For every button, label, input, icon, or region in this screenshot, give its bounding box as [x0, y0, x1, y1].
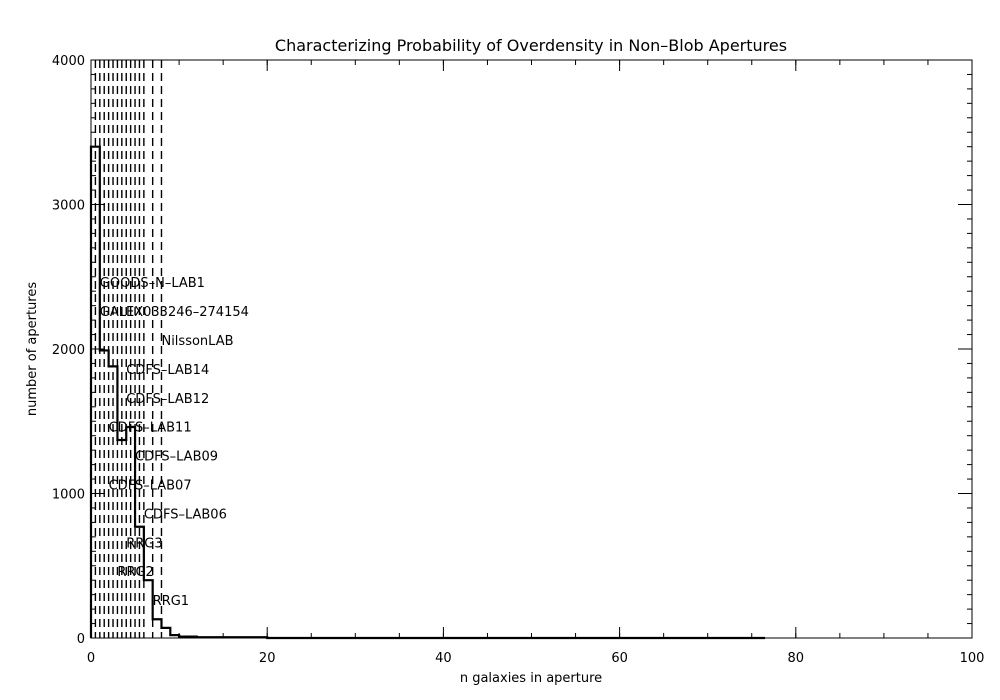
marker-label: GOODS–N–LAB1	[100, 276, 205, 291]
marker-lines	[94, 60, 163, 638]
y-tick-label: 1000	[52, 488, 85, 503]
y-tick-label: 4000	[52, 54, 85, 69]
marker-label: RRG2	[117, 565, 153, 580]
histogram-outline	[89, 145, 765, 640]
marker-label: CDFS–LAB09	[135, 450, 218, 465]
chart-title: Characterizing Probability of Overdensit…	[275, 36, 787, 55]
marker-label: CDFS–LAB06	[144, 507, 227, 522]
marker-label: RRG3	[126, 536, 162, 551]
x-tick-label: 20	[259, 651, 276, 666]
x-axis-label: n galaxies in aperture	[460, 671, 602, 686]
y-tick-label: 0	[77, 632, 85, 647]
y-tick-label: 3000	[52, 199, 85, 214]
marker-label: CDFS–LAB11	[109, 421, 192, 436]
x-tick-label: 0	[87, 651, 95, 666]
marker-label: CDFS–LAB12	[126, 392, 209, 407]
marker-label: RRG1	[153, 594, 189, 609]
x-tick-label: 40	[435, 651, 452, 666]
plot-frame	[90, 59, 973, 639]
marker-label: NilssonLAB	[161, 334, 233, 349]
marker-label: GALEX033246–274154	[100, 305, 249, 320]
x-tick-label: 100	[960, 651, 985, 666]
marker-label: CDFS–LAB07	[109, 479, 192, 494]
histogram	[89, 145, 765, 640]
x-tick-label: 60	[611, 651, 628, 666]
x-tick-label: 80	[788, 651, 805, 666]
marker-label: CDFS–LAB14	[126, 363, 209, 378]
y-axis-label: number of apertures	[25, 282, 40, 416]
y-tick-label: 2000	[52, 343, 85, 358]
